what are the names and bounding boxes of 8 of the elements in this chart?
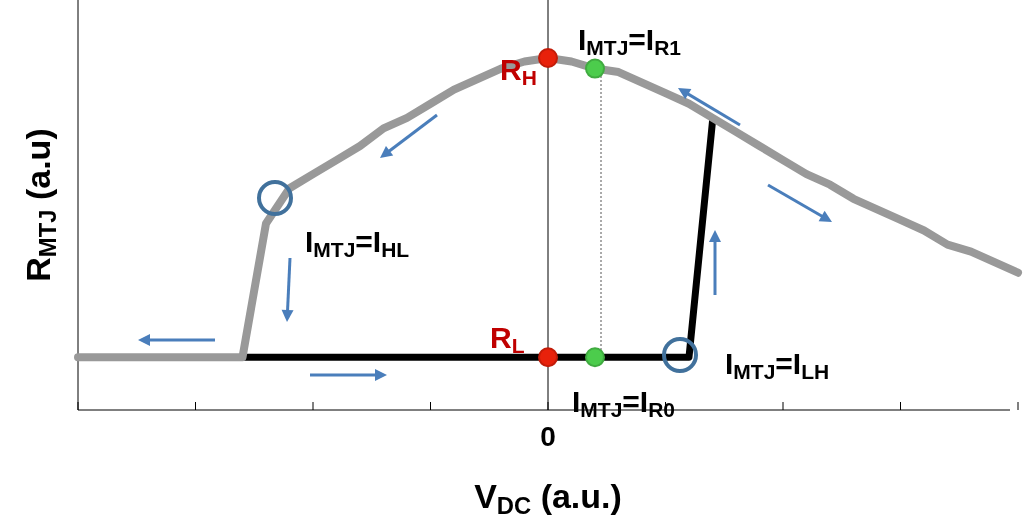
annotation: I$_{MTJ}$=I$_{R0}$ xyxy=(572,385,676,422)
text: 0 xyxy=(540,421,556,452)
annotation: I$_{MTJ}$=I$_{R1}$ xyxy=(578,23,682,60)
x-axis-title: V$_{DC}$ (a.u.) xyxy=(474,477,622,519)
annotation: I$_{MTJ}$=I$_{HL}$ xyxy=(305,225,410,262)
annotation: R$_{L}$ xyxy=(490,321,525,358)
annotation: I$_{MTJ}$=I$_{LH}$ xyxy=(725,347,830,384)
annotation: R$_{H}$ xyxy=(500,53,537,90)
